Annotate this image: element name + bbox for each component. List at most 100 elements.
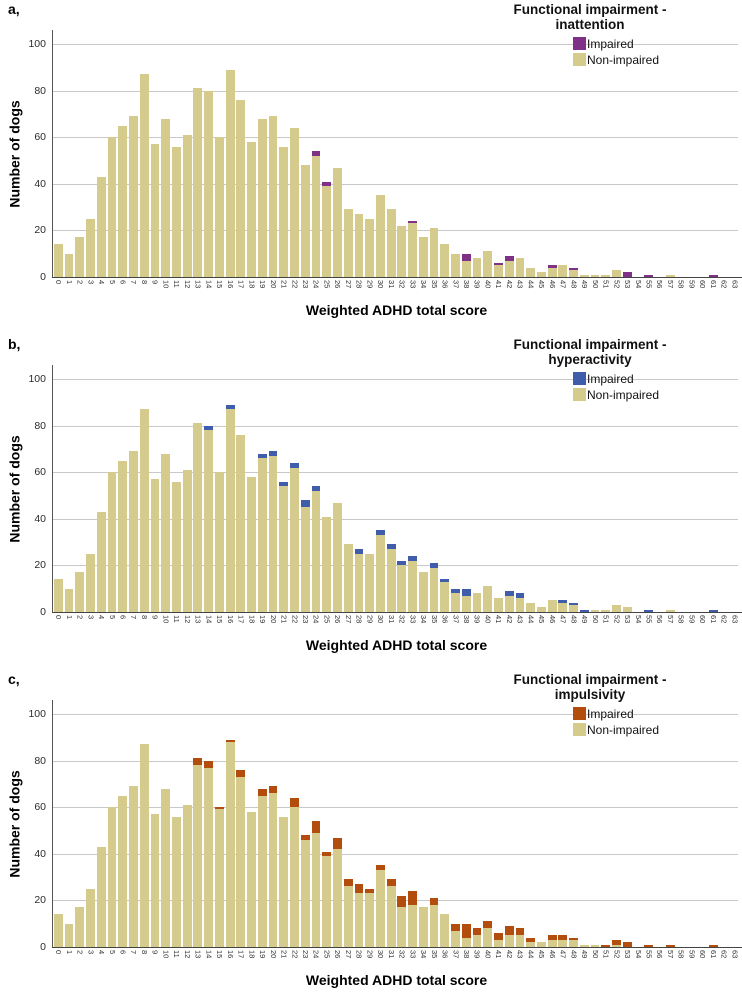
bar-score-15 [214,472,224,612]
x-tick-label: 31 [386,615,396,624]
bar-score-15 [214,807,224,947]
legend-item-impaired: Impaired [573,706,634,722]
bar-score-48 [569,267,578,277]
bar-score-21 [279,481,289,612]
x-tick-label: 32 [397,615,407,624]
x-tick-label: 18 [247,280,257,289]
bar-score-28 [354,549,364,612]
impaired-segment [472,928,482,936]
bar-score-13 [193,758,203,947]
x-tick-label: 58 [676,280,686,289]
non-impaired-segment [386,209,396,277]
non-impaired-segment [257,458,267,612]
bar-score-55 [644,944,654,947]
x-tick-label: 11 [172,615,182,623]
x-tick-label: 62 [719,950,729,959]
x-tick-label: 27 [343,280,353,289]
non-impaired-segment [483,251,493,277]
impaired-segment [322,851,332,857]
bar-score-55 [644,609,654,612]
impaired-segment [429,898,439,906]
bar-score-13 [193,423,203,612]
impaired-segment [601,944,611,947]
x-axis-line [52,277,742,278]
bar-score-2 [75,907,85,947]
bar-score-22 [290,462,299,612]
x-tick-label: 63 [730,950,740,959]
bar-score-18 [247,476,256,612]
x-tick-label: 59 [687,615,697,624]
non-impaired-segment [150,814,160,947]
x-tick-label: 62 [719,615,729,624]
x-tick-label: 51 [601,615,611,624]
x-tick-label: 17 [236,280,246,289]
impaired-segment [311,151,321,156]
non-impaired-segment [118,125,128,277]
x-tick-label: 7 [129,950,139,955]
x-tick-label: 6 [118,615,128,620]
bar-score-11 [172,481,181,612]
gridline-40 [53,183,738,185]
x-tick-label: 30 [376,280,386,289]
x-tick-label: 23 [300,950,310,959]
y-axis-line [52,700,53,948]
bar-score-51 [601,609,611,612]
plot-area-a: 0 20 40 60 80 100 0 1 2 3 4 5 6 7 8 9 10 11 12 13 14 15 16 17 18… [0,0,742,335]
x-tick-label: 15 [215,950,225,959]
bar-score-18 [247,811,256,947]
x-tick-label: 35 [429,280,439,289]
bar-score-4 [96,511,106,612]
x-tick-label: 63 [730,280,740,289]
non-impaired-segment [279,816,289,947]
bar-score-17 [236,769,246,947]
non-impaired-segment [322,856,332,947]
x-tick-label: 38 [461,950,471,959]
x-tick-label: 8 [139,615,149,620]
impaired-segment [644,609,654,612]
non-impaired-segment [558,265,568,277]
bar-score-20 [268,786,278,947]
non-impaired-segment [161,118,171,277]
x-tick-label: 35 [429,950,439,959]
non-impaired-segment [515,935,525,947]
x-tick-label: 41 [494,615,504,624]
impaired-segment [290,797,299,808]
y-tick-label: 60 [34,801,46,814]
bar-score-33 [408,221,417,277]
bar-score-30 [375,195,385,277]
non-impaired-segment [472,258,482,277]
y-axis-line [52,365,53,613]
x-tick-label: 54 [633,615,643,624]
impaired-segment [193,758,203,766]
bar-score-13 [193,88,203,277]
non-impaired-segment [569,269,578,277]
x-tick-label: 22 [290,615,300,624]
x-tick-label: 32 [397,280,407,289]
impaired-swatch [573,372,586,386]
non-impaired-segment [300,839,310,947]
x-tick-label: 42 [504,280,514,289]
impaired-segment [311,821,321,833]
non-impaired-segment [504,935,514,947]
impaired-segment [708,274,718,277]
bar-score-19 [257,788,267,947]
y-tick-label: 100 [28,38,46,50]
x-tick-label: 53 [622,615,632,624]
non-impaired-segment [590,274,600,277]
non-impaired-segment [53,914,63,947]
bar-score-16 [225,404,235,612]
non-impaired-segment [408,223,417,277]
non-impaired-segment [118,460,128,612]
impaired-segment [214,807,224,810]
bar-score-57 [665,274,675,277]
impaired-segment [279,481,289,487]
bar-score-10 [161,118,171,277]
impaired-segment [569,937,578,940]
bar-score-17 [236,434,246,612]
x-tick-label: 51 [601,280,611,289]
non-impaired-segment [333,849,342,947]
x-tick-label: 23 [300,280,310,289]
x-tick-label: 0 [54,615,64,620]
bar-score-40 [483,251,493,277]
non-impaired-segment [547,600,557,612]
